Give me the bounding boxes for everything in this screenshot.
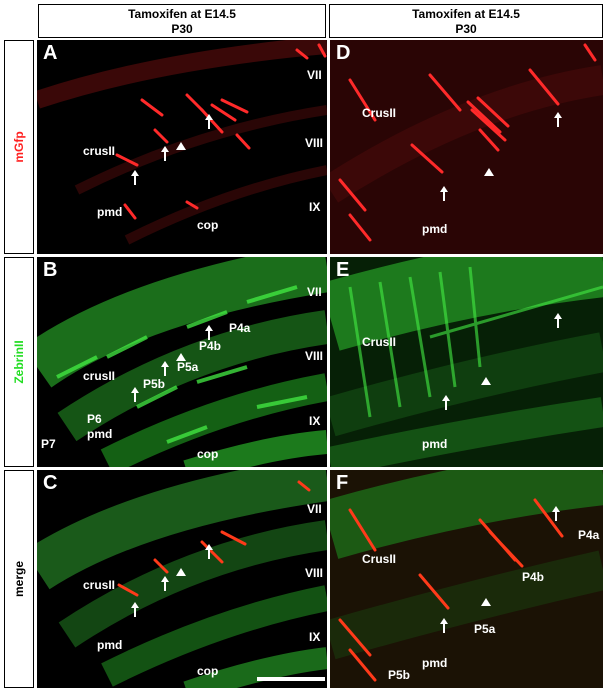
panel-c-label-pmd: pmd <box>97 638 123 652</box>
panel-b-label-p7: P7 <box>41 437 56 451</box>
panel-d-label-pmd: pmd <box>422 222 448 236</box>
column-header-left: Tamoxifen at E14.5 P30 <box>38 4 326 38</box>
panel-a-letter: A <box>43 42 58 64</box>
row-label-merge: merge <box>4 470 34 688</box>
panel-e: E CrusII pmd <box>330 257 603 467</box>
scale-bar <box>257 677 325 681</box>
panel-b-label-p5a: P5a <box>177 360 199 374</box>
panel-b-arrowhead <box>176 353 186 361</box>
panel-d-arrowhead <box>484 168 494 176</box>
row-label-mgfp-text: mGfp <box>12 131 26 163</box>
panel-a-label-pmd: pmd <box>97 205 123 219</box>
column-title-left: Tamoxifen at E14.5 <box>128 7 236 21</box>
panel-a-label-ix: IX <box>309 200 321 214</box>
column-header-right: Tamoxifen at E14.5 P30 <box>329 4 603 38</box>
panel-f-image <box>330 470 603 688</box>
panel-e-image <box>330 257 603 467</box>
panel-b: B crusII P4a P4b P5a P5b P6 pmd P7 cop V… <box>37 257 327 467</box>
panel-b-image <box>37 257 327 467</box>
panel-b-label-p6: P6 <box>87 412 102 426</box>
panel-a-arrowhead <box>176 142 186 150</box>
panel-f-label-p5a: P5a <box>474 622 496 636</box>
panel-b-label-viii: VIII <box>305 349 324 363</box>
panel-c-label-vii: VII <box>307 502 322 516</box>
panel-b-label-ix: IX <box>309 414 321 428</box>
panel-c-image <box>37 470 327 688</box>
column-title-right: Tamoxifen at E14.5 <box>412 7 520 21</box>
panel-b-letter: B <box>43 259 58 281</box>
panel-c-label-cop: cop <box>197 664 219 678</box>
panel-f-label-p4b: P4b <box>522 570 545 584</box>
panel-c-label-ix: IX <box>309 630 321 644</box>
panel-b-label-p4a: P4a <box>229 321 251 335</box>
panel-b-label-vii: VII <box>307 285 322 299</box>
panel-c-label-viii: VIII <box>305 566 324 580</box>
panel-e-label-pmd: pmd <box>422 437 448 451</box>
panel-b-label-p5b: P5b <box>143 377 166 391</box>
panel-a-label-cop: cop <box>197 218 219 232</box>
panel-d: D CrusII pmd <box>330 40 603 254</box>
panel-d-image <box>330 40 603 254</box>
panel-f-label-pmd: pmd <box>422 656 448 670</box>
panel-a-image <box>37 40 327 245</box>
panel-f-arrowhead <box>481 598 491 606</box>
panel-c: C crusII pmd cop VII VIII IX <box>37 470 327 688</box>
panel-a-label-viii: VIII <box>305 136 324 150</box>
panel-c-arrowhead <box>176 568 186 576</box>
panel-d-letter: D <box>336 42 351 64</box>
panel-a-label-vii: VII <box>307 68 322 82</box>
panel-e-letter: E <box>336 259 350 281</box>
panel-b-label-pmd: pmd <box>87 427 113 441</box>
panel-f: F CrusII P4a P4b P5a P5b pmd <box>330 470 603 688</box>
panel-f-label-p5b: P5b <box>388 668 411 682</box>
panel-d-label-crus: CrusII <box>362 106 397 120</box>
row-label-zebrin-text: ZebrinII <box>12 340 26 384</box>
column-subtitle-left: P30 <box>171 22 193 36</box>
panel-b-label-cop: cop <box>197 447 219 461</box>
panel-c-letter: C <box>43 472 58 494</box>
row-label-mgfp: mGfp <box>4 40 34 254</box>
panel-a-label-crus: crusII <box>83 144 116 158</box>
panel-a: A crusII pmd cop VII VIII IX <box>37 40 327 254</box>
panel-f-label-crus: CrusII <box>362 552 397 566</box>
panel-b-label-p4b: P4b <box>199 339 222 353</box>
panel-e-arrowhead <box>481 377 491 385</box>
panel-f-letter: F <box>336 472 349 494</box>
column-subtitle-right: P30 <box>455 22 477 36</box>
panel-c-label-crus: crusII <box>83 578 116 592</box>
row-label-merge-text: merge <box>12 560 26 598</box>
row-label-zebrin: ZebrinII <box>4 257 34 467</box>
panel-e-label-crus: CrusII <box>362 335 397 349</box>
panel-b-label-crus: crusII <box>83 369 116 383</box>
panel-f-label-p4a: P4a <box>578 528 600 542</box>
